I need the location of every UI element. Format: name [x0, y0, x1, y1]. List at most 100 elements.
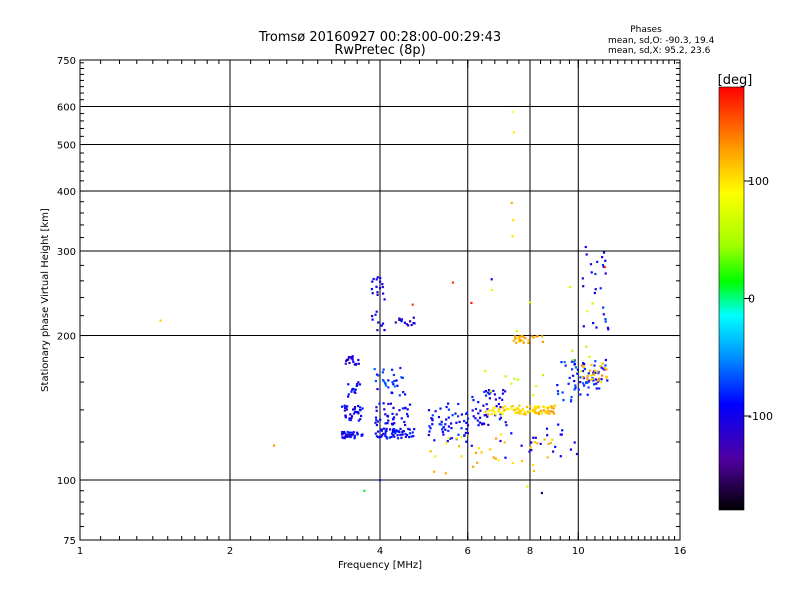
data-point — [554, 404, 557, 407]
data-point — [493, 411, 496, 414]
data-point — [511, 405, 514, 408]
data-point — [408, 403, 412, 406]
data-point — [375, 285, 378, 288]
data-point — [389, 402, 392, 405]
data-point — [349, 434, 352, 437]
data-point — [371, 318, 374, 321]
data-point — [501, 392, 504, 395]
data-point — [412, 322, 415, 325]
data-point — [159, 319, 162, 322]
data-point — [583, 365, 586, 368]
data-point — [375, 373, 379, 376]
data-point — [559, 433, 562, 436]
data-point — [457, 433, 460, 436]
data-point — [347, 393, 350, 396]
data-point — [477, 412, 480, 415]
data-point — [384, 384, 388, 387]
data-point — [399, 318, 403, 321]
data-point — [539, 409, 542, 412]
data-point — [398, 318, 401, 321]
y-tick-label: 100 — [57, 476, 76, 487]
data-point — [486, 391, 489, 394]
data-point — [544, 410, 547, 413]
data-point — [510, 405, 513, 408]
data-point — [345, 358, 349, 361]
data-point — [518, 410, 521, 413]
data-point — [582, 382, 585, 385]
data-point — [386, 415, 390, 418]
data-point — [407, 324, 410, 327]
data-point — [601, 362, 604, 365]
data-point — [529, 301, 532, 304]
data-point — [428, 425, 431, 428]
axis-ticks: 1 2 4 6 8 10 16 75 100 200 300 400 500 600 750 — [57, 56, 686, 557]
data-point — [398, 394, 401, 397]
data-point — [585, 381, 588, 385]
data-point — [477, 447, 480, 450]
data-point — [376, 329, 379, 332]
data-point — [495, 405, 498, 408]
data-point — [395, 413, 398, 416]
data-point — [477, 424, 480, 427]
data-point — [431, 414, 434, 417]
data-point — [351, 388, 354, 391]
data-point — [413, 428, 416, 431]
data-point — [573, 359, 576, 362]
data-point — [410, 323, 413, 327]
data-point — [376, 276, 379, 279]
data-point — [556, 384, 559, 387]
data-point — [535, 411, 538, 415]
data-point — [488, 397, 491, 400]
data-point — [447, 436, 450, 440]
data-point — [603, 368, 606, 371]
data-point — [602, 251, 606, 254]
data-point — [592, 379, 595, 382]
data-point — [377, 374, 380, 377]
data-point — [346, 405, 349, 408]
data-point — [487, 389, 491, 392]
data-point — [507, 408, 510, 411]
data-point — [570, 395, 573, 399]
data-point — [486, 415, 489, 418]
data-point — [484, 390, 488, 393]
data-point — [581, 370, 585, 373]
data-point — [511, 462, 514, 465]
data-point — [354, 388, 357, 391]
data-point — [474, 407, 478, 411]
data-point — [396, 434, 399, 437]
data-point — [492, 456, 495, 459]
data-point — [600, 366, 603, 369]
data-point — [543, 438, 546, 441]
data-point — [583, 363, 586, 366]
data-point — [598, 377, 601, 380]
data-point — [348, 361, 351, 365]
data-point — [470, 301, 473, 304]
data-point — [404, 432, 407, 436]
data-point — [376, 430, 380, 433]
data-point — [593, 364, 596, 367]
data-point — [560, 361, 563, 364]
data-point — [499, 439, 502, 443]
data-point — [455, 437, 458, 440]
data-point — [594, 371, 597, 374]
data-point — [579, 376, 582, 379]
data-point — [504, 390, 507, 393]
data-point — [384, 422, 387, 425]
data-point — [560, 433, 563, 436]
data-point — [489, 390, 492, 393]
data-point — [374, 416, 378, 419]
data-point — [513, 377, 516, 380]
data-point — [526, 485, 529, 488]
data-point — [493, 393, 496, 396]
data-point — [429, 450, 432, 453]
data-point — [524, 411, 527, 415]
data-point — [519, 335, 522, 338]
data-point — [518, 337, 521, 340]
data-point — [529, 409, 532, 413]
data-point — [568, 285, 571, 289]
data-point — [463, 434, 466, 437]
data-point — [350, 431, 353, 434]
data-point — [346, 430, 349, 434]
data-point — [503, 441, 506, 444]
data-point — [533, 409, 537, 412]
